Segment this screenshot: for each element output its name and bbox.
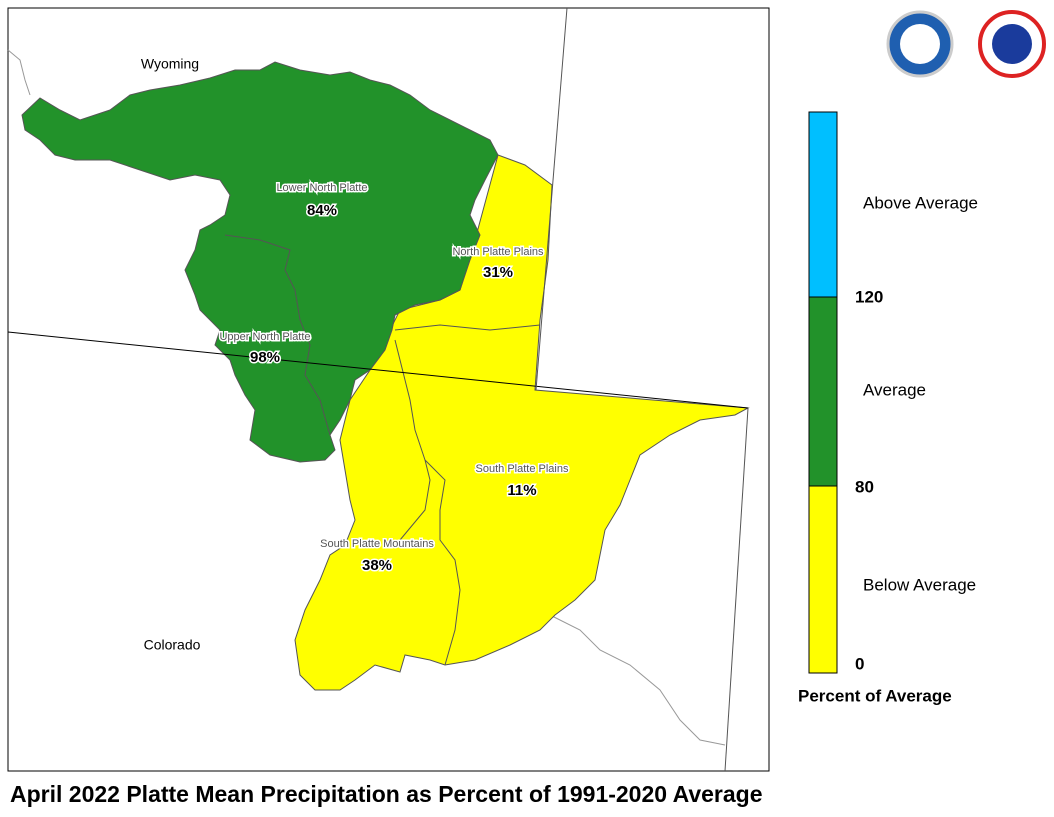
region-name: South Platte Plains <box>476 463 569 475</box>
below-average-basins <box>294 154 750 691</box>
region-name: South Platte Mountains <box>320 538 434 550</box>
legend-category: Above Average <box>863 193 978 212</box>
state-line <box>724 407 749 772</box>
region-name: North Platte Plains <box>452 246 544 258</box>
state-label: Wyoming <box>141 56 199 72</box>
river <box>549 614 726 746</box>
legend-title: Percent of Average <box>798 686 952 705</box>
basin-boundaries <box>224 234 541 666</box>
state-line <box>7 331 749 409</box>
state-line <box>535 7 568 391</box>
state-label: Colorado <box>144 637 201 653</box>
noaa-logo-inner <box>900 24 940 64</box>
legend-swatch <box>808 296 838 487</box>
legend-tick: 0 <box>855 654 864 673</box>
map: Wyoming Colorado Lower North Platte 84% … <box>7 7 750 772</box>
nws-logo-inner <box>992 24 1032 64</box>
legend-swatch <box>808 111 838 298</box>
region-value: 11% <box>507 482 536 499</box>
legend: Above Average Average Below Average 120 … <box>798 111 978 705</box>
region-name: Upper North Platte <box>219 331 310 343</box>
region-value: 98% <box>250 349 280 366</box>
legend-tick: 80 <box>855 477 874 496</box>
region-name: Lower North Platte <box>276 182 367 194</box>
legend-swatch <box>808 485 838 674</box>
region-value: 84% <box>307 202 337 219</box>
region-value: 38% <box>362 557 392 574</box>
legend-tick: 120 <box>855 287 883 306</box>
logos <box>886 10 1046 78</box>
legend-category: Average <box>863 380 926 399</box>
average-basins <box>21 61 499 463</box>
river <box>7 49 31 96</box>
map-title: April 2022 Platte Mean Precipitation as … <box>10 781 763 807</box>
legend-category: Below Average <box>863 575 976 594</box>
region-value: 31% <box>483 264 513 281</box>
